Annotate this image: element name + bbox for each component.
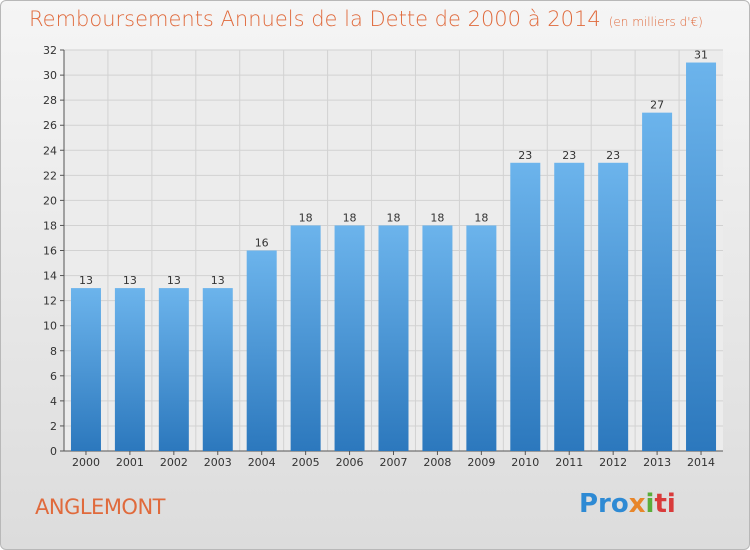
- x-tick-label: 2001: [116, 456, 144, 469]
- bar-value-label: 23: [606, 149, 620, 162]
- x-tick-label: 2011: [555, 456, 583, 469]
- proxiti-logo: Proxiti: [579, 489, 676, 519]
- x-tick-label: 2007: [380, 456, 408, 469]
- bar-value-label: 18: [387, 211, 401, 224]
- x-tick-label: 2013: [643, 456, 671, 469]
- bar-value-label: 13: [211, 274, 225, 287]
- bar-value-label: 18: [430, 211, 444, 224]
- bar-value-label: 27: [650, 99, 664, 112]
- bar-value-label: 18: [343, 211, 357, 224]
- x-tick-label: 2009: [467, 456, 495, 469]
- x-tick-label: 2008: [423, 456, 451, 469]
- y-tick-label: 12: [43, 295, 57, 308]
- y-tick-label: 18: [43, 219, 57, 232]
- bar: [642, 112, 673, 451]
- bar: [246, 250, 277, 451]
- y-tick-label: 2: [50, 420, 57, 433]
- bar-value-label: 16: [255, 237, 269, 250]
- x-tick-label: 2010: [511, 456, 539, 469]
- y-tick-label: 14: [43, 270, 57, 283]
- bar: [598, 162, 629, 451]
- bar: [202, 288, 233, 451]
- chart-title: Remboursements Annuels de la Dette de 20…: [29, 7, 703, 31]
- y-tick-label: 4: [50, 395, 57, 408]
- place-name: ANGLEMONT: [35, 495, 166, 519]
- x-tick-label: 2006: [336, 456, 364, 469]
- bar-value-label: 31: [694, 49, 708, 62]
- x-tick-label: 2012: [599, 456, 627, 469]
- bar-value-label: 13: [79, 274, 93, 287]
- bar-value-label: 13: [123, 274, 137, 287]
- bar: [554, 162, 585, 451]
- x-tick-label: 2014: [687, 456, 715, 469]
- bar: [422, 225, 453, 451]
- x-tick-label: 2005: [292, 456, 320, 469]
- y-tick-label: 6: [50, 370, 57, 383]
- bar-value-label: 13: [167, 274, 181, 287]
- bar: [114, 288, 145, 451]
- bar: [290, 225, 321, 451]
- y-tick-label: 16: [43, 245, 57, 258]
- bar: [70, 288, 101, 451]
- bar-value-label: 23: [562, 149, 576, 162]
- y-tick-label: 20: [43, 194, 57, 207]
- bar: [334, 225, 365, 451]
- y-tick-label: 22: [43, 169, 57, 182]
- bar: [686, 62, 717, 451]
- x-tick-label: 2002: [160, 456, 188, 469]
- y-tick-label: 10: [43, 320, 57, 333]
- bar: [466, 225, 497, 451]
- y-tick-label: 24: [43, 144, 57, 157]
- y-tick-label: 28: [43, 94, 57, 107]
- chart-title-text: Remboursements Annuels de la Dette de 20…: [29, 7, 601, 31]
- bar: [378, 225, 409, 451]
- y-tick-label: 8: [50, 345, 57, 358]
- unit-note: (en milliers d'€): [608, 15, 703, 29]
- y-tick-label: 0: [50, 445, 57, 458]
- x-tick-label: 2004: [248, 456, 276, 469]
- bar-value-label: 18: [474, 211, 488, 224]
- bar-value-label: 23: [518, 149, 532, 162]
- y-tick-label: 30: [43, 69, 57, 82]
- x-tick-label: 2000: [72, 456, 100, 469]
- bar: [510, 162, 541, 451]
- bar-value-label: 18: [299, 211, 313, 224]
- y-tick-label: 32: [43, 44, 57, 57]
- y-tick-label: 26: [43, 119, 57, 132]
- bar: [158, 288, 189, 451]
- x-tick-label: 2003: [204, 456, 232, 469]
